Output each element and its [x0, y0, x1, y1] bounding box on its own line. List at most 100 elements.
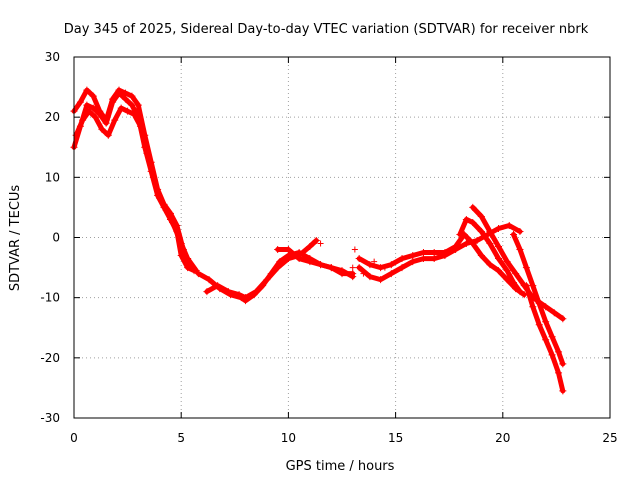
y-tick-label: 20 — [45, 110, 60, 124]
x-tick-label: 10 — [281, 431, 296, 445]
data-point-marker — [495, 224, 503, 232]
data-point-marker — [109, 95, 117, 103]
series-trace — [204, 238, 319, 301]
data-point-marker — [555, 348, 563, 356]
data-point-marker — [355, 255, 363, 263]
data-point-marker — [535, 300, 543, 308]
data-point-marker — [91, 113, 99, 121]
data-point-marker — [284, 246, 292, 254]
data-point-marker — [317, 240, 324, 247]
data-point-marker — [477, 212, 485, 220]
data-point-marker — [102, 116, 110, 124]
series-trace — [511, 232, 566, 367]
data-point-marker — [194, 270, 202, 278]
data-point-marker — [469, 240, 477, 248]
data-point-marker — [306, 243, 314, 251]
y-tick-label: 10 — [45, 170, 60, 184]
data-point-marker — [522, 264, 530, 272]
data-point-marker — [462, 215, 470, 223]
data-point-marker — [366, 273, 374, 281]
data-point-marker — [98, 125, 106, 133]
data-point-marker — [156, 194, 164, 202]
plot-frame — [73, 56, 611, 419]
outlier-points — [317, 240, 388, 277]
data-point-marker — [469, 218, 477, 226]
data-point-marker — [419, 255, 427, 263]
data-point-marker — [205, 276, 213, 284]
data-point-marker — [79, 116, 87, 124]
data-point-marker — [111, 116, 119, 124]
data-point-marker — [512, 270, 520, 278]
data-point-marker — [89, 104, 97, 112]
x-tick-label: 0 — [70, 431, 78, 445]
series-trace — [356, 232, 527, 298]
data-point-marker — [516, 288, 524, 296]
data-point-marker — [495, 267, 503, 275]
data-point-marker — [184, 255, 192, 263]
data-point-marker — [510, 279, 518, 287]
data-point-marker — [469, 203, 477, 211]
data-point-marker — [306, 258, 314, 266]
x-tick-label: 20 — [495, 431, 510, 445]
data-point-marker — [274, 264, 282, 272]
data-point-marker — [130, 110, 138, 118]
y-axis-label: SDTVAR / TECUs — [8, 185, 23, 292]
data-point-marker — [542, 303, 550, 311]
data-point-marker — [117, 104, 125, 112]
data-point-marker — [252, 288, 260, 296]
series-satellite-track-3 — [72, 104, 200, 275]
data-point-marker — [462, 240, 470, 248]
data-point-marker — [529, 303, 537, 311]
series-satellite-track-9 — [456, 215, 524, 296]
data-point-marker — [503, 258, 511, 266]
data-point-marker — [274, 246, 282, 254]
data-point-marker — [505, 221, 513, 229]
data-point-marker — [85, 107, 93, 115]
series-satellite-track-12 — [522, 282, 567, 395]
data-point-marker — [398, 264, 406, 272]
data-point-marker — [128, 101, 136, 109]
data-point-marker — [477, 252, 485, 260]
data-point-marker — [169, 218, 177, 226]
series-satellite-track-10 — [469, 203, 567, 323]
data-point-marker — [441, 249, 449, 257]
data-point-marker — [495, 243, 503, 251]
data-point-marker — [409, 252, 417, 260]
series-satellite-track-5 — [203, 237, 320, 302]
series-trace — [275, 247, 356, 277]
data-point-marker — [559, 360, 567, 368]
data-point-marker — [535, 321, 543, 329]
data-point-marker — [555, 369, 563, 377]
data-point-marker — [351, 246, 358, 253]
series-trace — [71, 90, 197, 274]
data-plot-area — [70, 86, 567, 395]
data-point-marker — [486, 240, 494, 248]
data-point-marker — [559, 315, 567, 323]
data-point-marker — [121, 89, 129, 97]
data-point-marker — [83, 101, 91, 109]
data-point-marker — [327, 264, 335, 272]
data-point-marker — [121, 95, 129, 103]
data-point-marker — [349, 270, 357, 278]
series-satellite-track-11 — [510, 230, 567, 368]
data-point-marker — [242, 294, 250, 302]
data-point-marker — [522, 282, 530, 290]
data-point-marker — [550, 309, 558, 317]
chart-title: Day 345 of 2025, Sidereal Day-to-day VTE… — [64, 22, 589, 37]
series-trace — [470, 204, 566, 322]
data-point-marker — [89, 92, 97, 100]
data-point-marker — [387, 270, 395, 278]
data-point-marker — [76, 98, 84, 106]
data-point-marker — [124, 107, 132, 115]
data-point-marker — [235, 291, 243, 299]
series-satellite-track-4 — [194, 249, 357, 305]
data-point-marker — [149, 173, 157, 181]
data-point-marker — [419, 249, 427, 257]
data-point-marker — [473, 237, 481, 245]
data-point-marker — [371, 258, 378, 265]
data-point-marker — [377, 276, 385, 284]
data-point-marker — [495, 255, 503, 263]
y-tick-label: -20 — [40, 351, 60, 365]
series-satellite-track-6 — [274, 246, 357, 278]
series-satellite-track-8 — [355, 230, 528, 299]
